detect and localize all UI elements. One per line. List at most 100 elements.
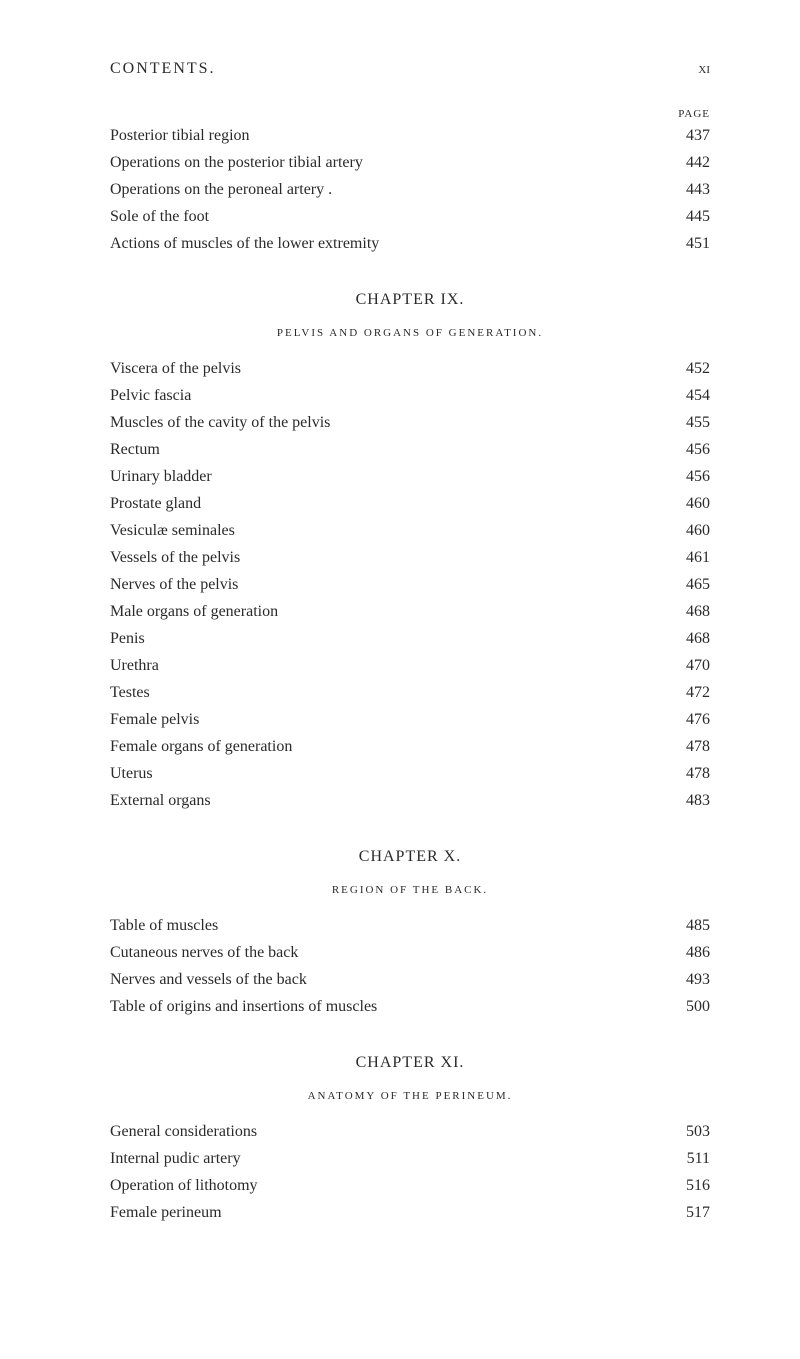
toc-entry-text: Actions of muscles of the lower extremit…: [110, 232, 379, 256]
toc-entry-text: Operations on the posterior tibial arter…: [110, 151, 363, 175]
toc-entry: Male organs of generation468: [110, 600, 710, 624]
toc-dots: [385, 1010, 662, 1011]
toc-dots: [340, 193, 662, 194]
toc-page-ref: 460: [670, 519, 710, 543]
chapter-heading: CHAPTER IX.: [110, 291, 710, 309]
toc-dots: [371, 166, 662, 167]
toc-entry-text: Penis: [110, 627, 145, 651]
toc-page-ref: 468: [670, 627, 710, 651]
toc-dots: [266, 1189, 662, 1190]
toc-page-ref: 445: [670, 205, 710, 229]
toc-page-ref: 460: [670, 492, 710, 516]
toc-page-ref: 456: [670, 465, 710, 489]
header-title: CONTENTS.: [110, 60, 216, 78]
toc-dots: [300, 750, 662, 751]
toc-entry-text: Pelvic fascia: [110, 384, 191, 408]
toc-entry: Nerves and vessels of the back493: [110, 968, 710, 992]
chapter9-entries: Viscera of the pelvis 452 Pelvic fascia 454…: [110, 357, 710, 813]
toc-entry-text: Nerves of the pelvis: [110, 573, 238, 597]
toc-dots: [338, 426, 662, 427]
toc-entry-text: Posterior tibial region: [110, 124, 250, 148]
toc-dots: [315, 983, 662, 984]
toc-dots: [387, 247, 662, 248]
toc-entry: Female pelvis476: [110, 708, 710, 732]
toc-page-ref: 468: [670, 600, 710, 624]
toc-entry: Posterior tibial region 437: [110, 124, 710, 148]
toc-entry-text: Uterus: [110, 762, 153, 786]
toc-entry: Nerves of the pelvis465: [110, 573, 710, 597]
chapter-subtitle: ANATOMY OF THE PERINEUM.: [110, 1090, 710, 1102]
toc-page-ref: 470: [670, 654, 710, 678]
toc-dots: [226, 929, 662, 930]
toc-dots: [258, 139, 662, 140]
toc-page-ref: 442: [670, 151, 710, 175]
page-label: PAGE: [110, 108, 710, 120]
toc-entry-text: Female perineum: [110, 1201, 222, 1225]
toc-dots: [286, 615, 662, 616]
toc-dots: [265, 1135, 662, 1136]
toc-dots: [306, 956, 662, 957]
toc-dots: [249, 1162, 662, 1163]
toc-entry-text: External organs: [110, 789, 211, 813]
chapter-heading: CHAPTER XI.: [110, 1054, 710, 1072]
toc-entry: Actions of muscles of the lower extremit…: [110, 232, 710, 256]
toc-dots: [207, 723, 662, 724]
toc-page-ref: 503: [670, 1120, 710, 1144]
toc-entry: Table of origins and insertions of muscl…: [110, 995, 710, 1019]
toc-dots: [217, 220, 662, 221]
toc-entry-text: Muscles of the cavity of the pelvis: [110, 411, 330, 435]
toc-page-ref: 511: [670, 1147, 710, 1171]
toc-entry-text: Sole of the foot: [110, 205, 209, 229]
chapter-subtitle: PELVIS AND ORGANS OF GENERATION.: [110, 327, 710, 339]
toc-page-ref: 452: [670, 357, 710, 381]
toc-entry: Urinary bladder 456: [110, 465, 710, 489]
toc-page-ref: 451: [670, 232, 710, 256]
toc-page-ref: 472: [670, 681, 710, 705]
toc-dots: [219, 804, 662, 805]
toc-page-ref: 454: [670, 384, 710, 408]
toc-page-ref: 455: [670, 411, 710, 435]
toc-dots: [243, 534, 662, 535]
toc-dots: [248, 561, 662, 562]
toc-entry-text: General considerations: [110, 1120, 257, 1144]
toc-entry: Vesiculæ seminales 460: [110, 519, 710, 543]
toc-dots: [230, 1216, 662, 1217]
toc-dots: [158, 696, 662, 697]
chapter10-entries: Table of muscles485 Cutaneous nerves of t…: [110, 914, 710, 1019]
toc-entry: Cutaneous nerves of the back486: [110, 941, 710, 965]
toc-page-ref: 478: [670, 762, 710, 786]
toc-entry: Viscera of the pelvis 452: [110, 357, 710, 381]
toc-entry-text: Internal pudic artery: [110, 1147, 241, 1171]
toc-entry: Female perineum517: [110, 1201, 710, 1225]
toc-page-ref: 493: [670, 968, 710, 992]
toc-entry: External organs 483: [110, 789, 710, 813]
header-line: CONTENTS. xi: [110, 60, 710, 78]
toc-entry-text: Female pelvis: [110, 708, 199, 732]
toc-entry: Vessels of the pelvis461: [110, 546, 710, 570]
toc-page-ref: 483: [670, 789, 710, 813]
toc-page-ref: 443: [670, 178, 710, 202]
toc-entry-text: Viscera of the pelvis: [110, 357, 241, 381]
toc-dots: [220, 480, 662, 481]
toc-entry-text: Operation of lithotomy: [110, 1174, 258, 1198]
toc-entry: Internal pudic artery 511: [110, 1147, 710, 1171]
toc-entry-text: Female organs of generation: [110, 735, 292, 759]
toc-entry: Penis 468: [110, 627, 710, 651]
toc-entry-text: Prostate gland: [110, 492, 201, 516]
toc-entry-text: Vesiculæ seminales: [110, 519, 235, 543]
toc-entry-text: Urinary bladder: [110, 465, 212, 489]
toc-entry: Table of muscles485: [110, 914, 710, 938]
toc-entry: Testes472: [110, 681, 710, 705]
toc-page-ref: 456: [670, 438, 710, 462]
toc-page-ref: 437: [670, 124, 710, 148]
toc-entry: Urethra 470: [110, 654, 710, 678]
toc-entry-text: Urethra: [110, 654, 159, 678]
toc-dots: [153, 642, 662, 643]
toc-dots: [209, 507, 662, 508]
toc-entry: Muscles of the cavity of the pelvis 455: [110, 411, 710, 435]
toc-entry: Pelvic fascia 454: [110, 384, 710, 408]
toc-entry: Sole of the foot 445: [110, 205, 710, 229]
toc-entry: Prostate gland 460: [110, 492, 710, 516]
toc-entry-text: Table of muscles: [110, 914, 218, 938]
toc-entry-text: Cutaneous nerves of the back: [110, 941, 298, 965]
